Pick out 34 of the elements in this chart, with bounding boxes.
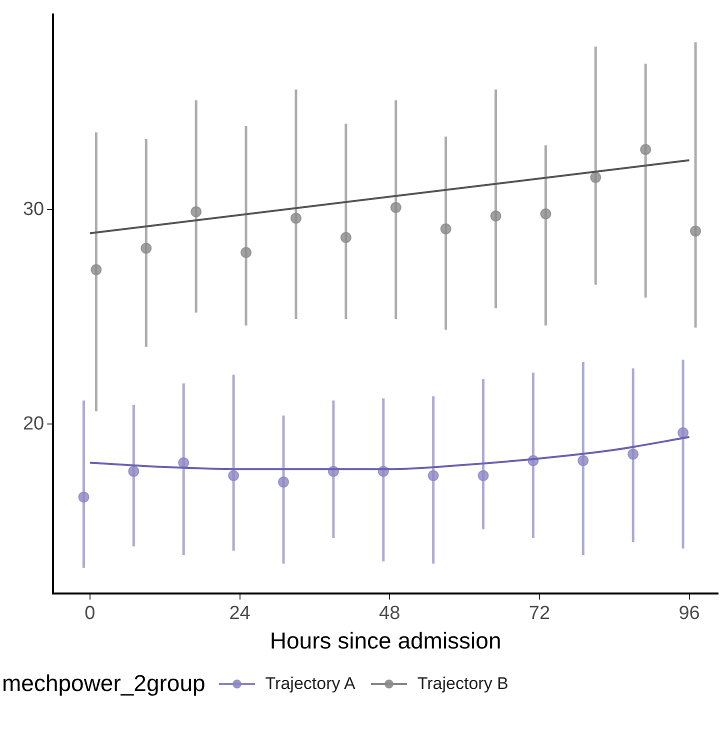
point: [278, 476, 289, 488]
point: [690, 226, 702, 237]
point: [590, 172, 602, 183]
legend-label: Trajectory A: [265, 674, 356, 694]
point: [428, 470, 439, 482]
legend-label: Trajectory B: [417, 674, 508, 694]
point: [678, 427, 689, 438]
point: [78, 492, 90, 503]
x-tick-label: 96: [678, 603, 700, 624]
point: [240, 247, 252, 258]
point: [478, 470, 489, 482]
legend-title: mechpower_2group: [2, 670, 206, 697]
point: [540, 208, 552, 220]
point: [628, 448, 639, 460]
point: [90, 264, 102, 276]
point: [140, 242, 152, 254]
point: [178, 457, 190, 468]
point: [190, 206, 202, 218]
x-axis-title: Hours since admission: [270, 628, 502, 654]
point: [290, 212, 302, 224]
point: [578, 455, 589, 466]
point: [440, 223, 452, 234]
point: [128, 466, 140, 477]
x-tick-label: 24: [229, 603, 251, 624]
point: [340, 232, 352, 243]
x-tick-label: 48: [379, 603, 400, 624]
point: [228, 470, 240, 482]
point: [490, 210, 502, 222]
point: [390, 202, 402, 213]
y-tick-label: 20: [22, 413, 44, 434]
x-tick-label: 0: [84, 603, 96, 624]
y-tick-label: 30: [22, 198, 44, 220]
x-tick-label: 72: [528, 603, 550, 624]
point: [640, 144, 652, 156]
